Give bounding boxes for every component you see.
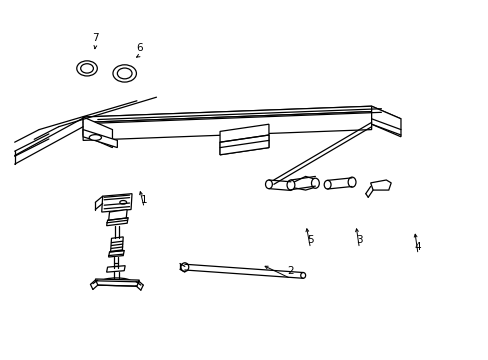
Text: 5: 5 bbox=[306, 235, 313, 246]
Ellipse shape bbox=[89, 135, 102, 140]
Polygon shape bbox=[108, 210, 127, 221]
Ellipse shape bbox=[81, 64, 93, 73]
Text: 4: 4 bbox=[414, 242, 421, 252]
Ellipse shape bbox=[324, 180, 330, 189]
Polygon shape bbox=[370, 180, 390, 190]
Polygon shape bbox=[83, 112, 371, 140]
Polygon shape bbox=[83, 117, 112, 148]
Ellipse shape bbox=[117, 68, 132, 79]
Ellipse shape bbox=[102, 278, 131, 285]
Text: 6: 6 bbox=[136, 42, 142, 53]
Ellipse shape bbox=[113, 65, 136, 82]
Text: 7: 7 bbox=[92, 33, 99, 43]
Polygon shape bbox=[83, 130, 117, 148]
Polygon shape bbox=[106, 266, 125, 272]
Polygon shape bbox=[220, 124, 268, 155]
Ellipse shape bbox=[120, 201, 126, 204]
Ellipse shape bbox=[265, 180, 272, 189]
Polygon shape bbox=[106, 218, 128, 226]
Polygon shape bbox=[290, 176, 315, 190]
Text: 2: 2 bbox=[287, 266, 294, 276]
Ellipse shape bbox=[311, 178, 319, 188]
Polygon shape bbox=[371, 106, 400, 137]
Polygon shape bbox=[83, 106, 371, 122]
Polygon shape bbox=[102, 194, 132, 212]
Polygon shape bbox=[108, 251, 124, 257]
Polygon shape bbox=[110, 237, 123, 253]
Text: 3: 3 bbox=[355, 235, 362, 246]
Ellipse shape bbox=[77, 61, 97, 76]
Ellipse shape bbox=[286, 180, 294, 190]
Polygon shape bbox=[95, 279, 139, 286]
Polygon shape bbox=[83, 106, 400, 130]
Ellipse shape bbox=[347, 177, 355, 187]
Polygon shape bbox=[220, 135, 268, 155]
Ellipse shape bbox=[300, 273, 305, 278]
Ellipse shape bbox=[181, 263, 188, 271]
Text: 1: 1 bbox=[141, 195, 147, 205]
